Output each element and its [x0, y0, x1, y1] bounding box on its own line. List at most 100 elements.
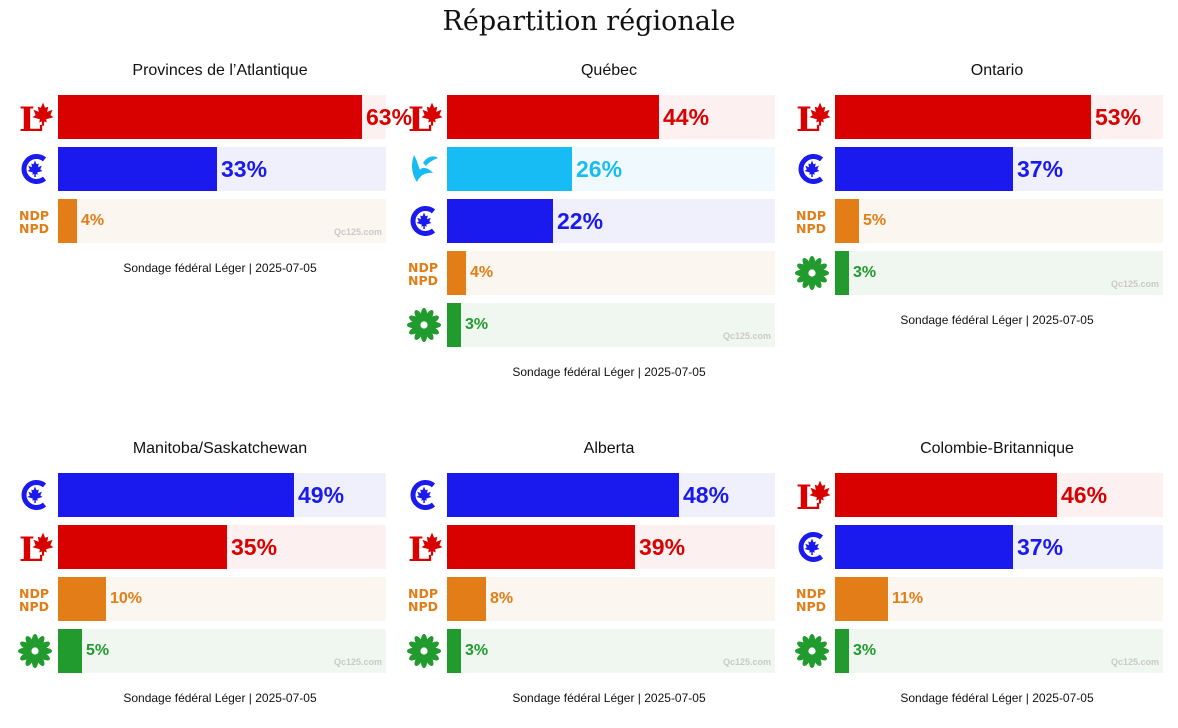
conservative-logo-icon	[793, 529, 833, 565]
data-label: 4%	[81, 212, 105, 229]
svg-text:NDP: NDP	[408, 586, 438, 601]
bar-track: 26%	[447, 147, 775, 191]
source-note: Sondage fédéral Léger | 2025-07-05	[900, 313, 1094, 327]
ndp-logo-icon: NDP NPD	[793, 581, 833, 617]
bar-row: NDP NPD 4%	[405, 251, 777, 295]
bar-track: 33%	[58, 147, 386, 191]
data-label: 3%	[853, 264, 877, 281]
bar-row: 37%	[793, 147, 1165, 191]
conservative-logo-icon	[793, 151, 833, 187]
data-label: 35%	[231, 534, 278, 560]
bar	[58, 629, 82, 673]
conservative-logo-icon	[16, 477, 56, 513]
svg-text:L: L	[408, 530, 432, 565]
bar-track: 37%	[835, 147, 1163, 191]
svg-text:NDP: NDP	[408, 260, 438, 275]
svg-text:NPD: NPD	[796, 221, 826, 236]
source-note: Sondage fédéral Léger | 2025-07-05	[123, 691, 317, 705]
bar	[835, 473, 1057, 517]
bar-track: 39%	[447, 525, 775, 569]
bar-row: 26%	[405, 147, 777, 191]
data-label: 5%	[863, 212, 887, 229]
bar-track: 3%	[835, 629, 1163, 673]
chart-title: Québec	[580, 62, 638, 79]
bar-row: L 35%	[16, 525, 388, 570]
bar-row: 3%	[793, 629, 1165, 673]
chart-title: Alberta	[583, 440, 635, 457]
ndp-logo-icon: NDP NPD	[793, 203, 833, 239]
bar-row: 37%	[793, 525, 1165, 569]
data-label: 37%	[1017, 156, 1064, 182]
bar-track: 3%	[447, 303, 775, 347]
liberal-logo-icon: L	[793, 99, 833, 140]
bar	[58, 525, 227, 569]
bar	[835, 199, 859, 243]
liberal-logo-icon: L	[16, 529, 56, 570]
data-label: 4%	[470, 264, 494, 281]
bar-track: 3%	[835, 251, 1163, 295]
bar-track: 48%	[447, 473, 775, 517]
bar-row: NDP NPD 11%	[793, 577, 1165, 621]
bar-row: NDP NPD 5%	[793, 199, 1165, 243]
bar-row: 48%	[405, 473, 777, 517]
svg-text:NDP: NDP	[796, 586, 826, 601]
bar-row: L 44%	[405, 95, 777, 140]
bar	[58, 473, 294, 517]
svg-text:L: L	[19, 100, 43, 135]
bar-row: L 63%	[16, 95, 412, 140]
green-logo-icon	[16, 633, 56, 669]
bar	[835, 251, 849, 295]
watermark: Qc125.com	[723, 331, 772, 341]
bar	[58, 95, 362, 139]
liberal-logo-icon: L	[405, 529, 445, 570]
bar	[58, 147, 217, 191]
svg-text:NPD: NPD	[408, 599, 438, 614]
data-label: 39%	[639, 534, 686, 560]
conservative-logo-icon	[405, 477, 445, 513]
bar-row: 22%	[405, 199, 777, 243]
liberal-logo-icon: L	[793, 477, 833, 518]
bar-track: 35%	[58, 525, 386, 569]
bar-track: 5%	[835, 199, 1163, 243]
green-logo-icon	[405, 307, 445, 343]
ndp-logo-icon: NDP NPD	[405, 581, 445, 617]
bar-track: 4%	[447, 251, 775, 295]
watermark: Qc125.com	[723, 657, 772, 667]
bar	[58, 577, 106, 621]
liberal-logo-icon: L	[405, 99, 445, 140]
data-label: 8%	[490, 590, 514, 607]
bar-row: 3%	[405, 629, 777, 673]
svg-text:L: L	[19, 530, 43, 565]
chart-title: Manitoba/Saskatchewan	[132, 440, 308, 457]
svg-text:NPD: NPD	[408, 273, 438, 288]
bar-row: 33%	[16, 147, 388, 191]
bar	[835, 147, 1013, 191]
ndp-logo-icon: NDP NPD	[16, 203, 56, 239]
data-label: 22%	[557, 208, 604, 234]
bar	[835, 577, 888, 621]
bar	[835, 525, 1013, 569]
bar	[447, 95, 659, 139]
bar-track: 49%	[58, 473, 386, 517]
bar-row: NDP NPD 4%	[16, 199, 388, 243]
chart-title: Provinces de l’Atlantique	[132, 62, 308, 79]
data-label: 46%	[1061, 482, 1108, 508]
source-note: Sondage fédéral Léger | 2025-07-05	[123, 261, 317, 275]
green-logo-icon	[793, 633, 833, 669]
bar	[447, 147, 572, 191]
bar-row: 3%	[793, 251, 1165, 295]
liberal-logo-icon: L	[16, 99, 56, 140]
bar-row: NDP NPD 10%	[16, 577, 388, 621]
data-label: 26%	[576, 156, 623, 182]
svg-text:NDP: NDP	[796, 208, 826, 223]
ndp-logo-icon: NDP NPD	[16, 581, 56, 617]
bar-track: 46%	[835, 473, 1163, 517]
bar-row: L 46%	[793, 473, 1165, 518]
bar-row: 5%	[16, 629, 388, 673]
bar	[447, 199, 553, 243]
data-label: 44%	[663, 104, 710, 130]
data-label: 48%	[683, 482, 730, 508]
bar-row: 3%	[405, 303, 777, 347]
svg-text:L: L	[796, 100, 820, 135]
svg-text:NPD: NPD	[19, 221, 49, 236]
